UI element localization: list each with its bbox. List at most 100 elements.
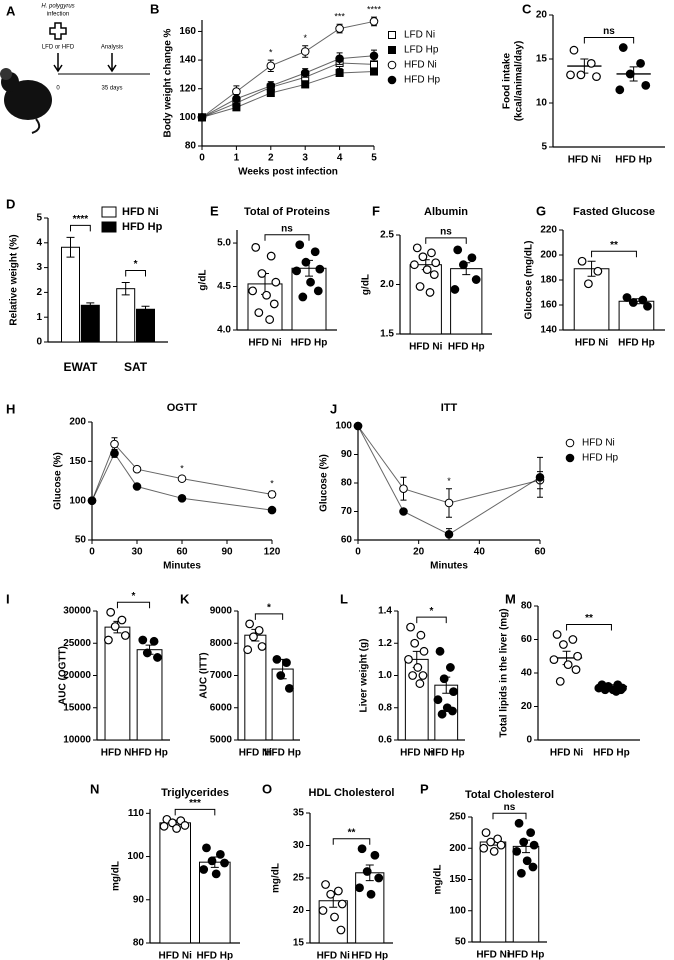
data-point [514, 818, 524, 828]
significance-bracket [591, 250, 637, 258]
panel: O HDL Cholesterol mg/dL 15 20 25 30 35 HFD Ni HFD… [262, 781, 394, 960]
data-point [412, 243, 422, 253]
panel-label: F [372, 203, 380, 218]
data-point [251, 242, 261, 252]
chart-title: ITT [441, 402, 458, 414]
data-point [489, 846, 499, 856]
data-point [406, 622, 415, 632]
x-tick-label: HFD Hp [131, 748, 168, 759]
data-point [425, 288, 435, 297]
data-point [149, 636, 159, 646]
marker [300, 47, 310, 56]
data-point [262, 290, 271, 300]
y-tick-label: 4.0 [217, 325, 231, 336]
panel-label: N [90, 781, 99, 796]
y-axis-label: AUC (OGTT) [58, 646, 69, 705]
panel-label: M [505, 591, 516, 606]
data-point [618, 43, 628, 52]
x-tick-label: HFD Ni [476, 950, 510, 960]
legend-label: LFD Ni [404, 30, 435, 41]
data-point [450, 285, 460, 294]
data-point [254, 308, 264, 318]
schematic-text: 0 [56, 86, 60, 92]
data-point [471, 275, 481, 284]
x-tick-label: HFD Ni [575, 338, 609, 349]
data-point [321, 880, 330, 889]
significance-bracket [70, 224, 91, 232]
y-tick-label: 160 [179, 26, 196, 37]
data-point [592, 72, 601, 81]
series-line [201, 62, 375, 118]
y-tick-label: 0 [36, 337, 42, 348]
error-bar [141, 305, 150, 313]
data-point [528, 862, 538, 872]
marker [110, 449, 119, 458]
bar [199, 861, 231, 944]
data-point [431, 258, 441, 268]
data-point [481, 828, 491, 838]
bar [116, 288, 136, 343]
y-tick-label: 0.6 [378, 735, 392, 746]
x-tick-label: SAT [124, 360, 148, 374]
y-tick-label: 1.0 [378, 670, 392, 681]
panel: I AUC (OGTT) 10000 15000 20000 25000 30000 HFD … [6, 591, 170, 759]
x-tick-label: HFD Ni [568, 155, 602, 166]
bar [355, 872, 385, 944]
data-point [315, 264, 325, 274]
data-point [529, 840, 539, 850]
significance-label: ** [585, 613, 593, 624]
y-tick-label: 1 [36, 312, 42, 323]
y-axis-label: Food intake [502, 53, 513, 110]
data-point [374, 873, 384, 883]
marker [399, 484, 408, 494]
data-point [643, 301, 652, 311]
data-point [600, 685, 610, 695]
data-point [276, 671, 286, 680]
significance-label: **** [367, 5, 382, 15]
data-point [266, 251, 276, 261]
y-tick-label: 100 [127, 851, 144, 862]
schematic-text: Analysis [101, 45, 123, 51]
significance-bracket [566, 623, 612, 631]
data-point [295, 240, 305, 250]
data-point [418, 671, 428, 680]
data-point [410, 638, 420, 648]
data-point [563, 660, 573, 670]
bar [479, 841, 507, 943]
x-tick-label: HFD Hp [196, 951, 233, 960]
marker [267, 490, 277, 499]
y-tick-label: 200 [449, 843, 466, 854]
x-tick-label: 90 [221, 547, 233, 558]
y-tick-label: 150 [69, 456, 86, 467]
y-tick-label: 7000 [210, 670, 233, 681]
legend-swatch [101, 221, 117, 233]
x-tick-label: 2 [268, 153, 274, 164]
data-point [357, 844, 367, 854]
data-point [257, 269, 267, 278]
data-point [566, 70, 575, 80]
x-tick-label: HFD Ni [317, 951, 351, 960]
bar [80, 304, 100, 343]
marker [565, 438, 575, 448]
y-tick-label: 5.0 [217, 238, 231, 249]
marker [444, 498, 454, 508]
data-point [584, 279, 593, 289]
marker [266, 81, 276, 91]
mouse-icon [0, 68, 52, 134]
y-tick-label: 20 [536, 10, 548, 21]
panel: M Total lipids in the liver (mg) 0 20 40 60 80… [499, 591, 640, 759]
x-tick-label: HFD Hp [508, 950, 545, 960]
y-tick-label: 60 [521, 634, 533, 645]
data-point [586, 59, 596, 68]
data-point [199, 865, 209, 874]
marker [335, 24, 344, 33]
legend-label: HFD Hp [122, 221, 163, 233]
data-point [419, 646, 429, 656]
y-axis-label: Body weight change % [163, 28, 174, 137]
x-tick-label: 0 [355, 547, 361, 558]
bar [271, 668, 294, 741]
y-tick-label: 150 [449, 874, 466, 885]
chart-title: OGTT [167, 402, 198, 414]
x-axis-label: Minutes [163, 561, 201, 572]
data-point [271, 277, 281, 287]
